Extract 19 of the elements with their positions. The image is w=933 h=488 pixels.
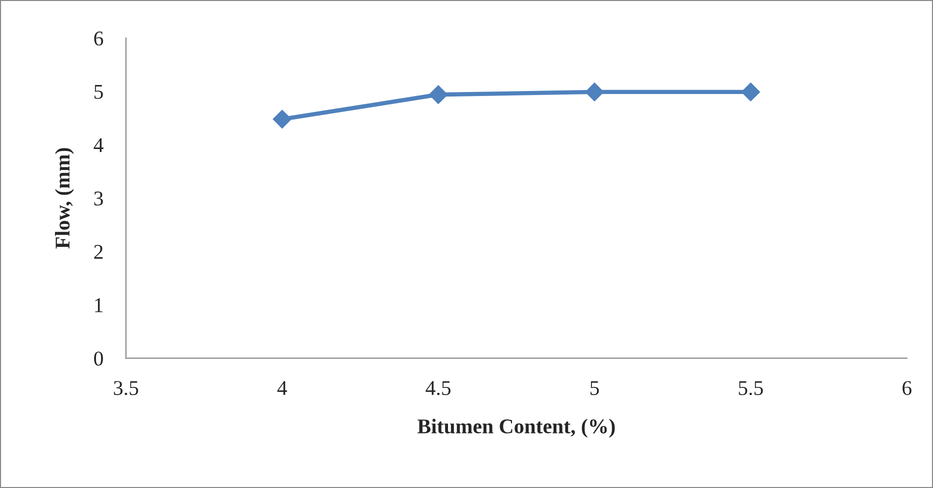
x-tick-label: 5 (590, 381, 599, 396)
x-tick-label: 3.5 (114, 381, 138, 396)
point (741, 82, 760, 102)
point (585, 82, 604, 102)
x-tick-label: 6 (902, 381, 912, 396)
y-tick-label: 4 (94, 138, 104, 152)
x-axis-title: Bitumen Content, (%) (418, 418, 615, 438)
y-tick-label: 6 (94, 31, 104, 46)
y-tick-label: 1 (95, 298, 102, 312)
point (428, 85, 448, 104)
x-tick-label: 5.5 (738, 381, 763, 396)
y-tick-label: 3 (94, 192, 103, 206)
y-tick-label: 2 (94, 244, 103, 259)
y-tick-label: 5 (94, 85, 103, 99)
y-axis-title: Flow, (mm) (54, 148, 74, 249)
point (272, 110, 292, 129)
y-tick-label: 0 (94, 352, 103, 366)
x-tick-label: 4 (277, 381, 288, 395)
x-tick-label: 4.5 (426, 381, 451, 396)
